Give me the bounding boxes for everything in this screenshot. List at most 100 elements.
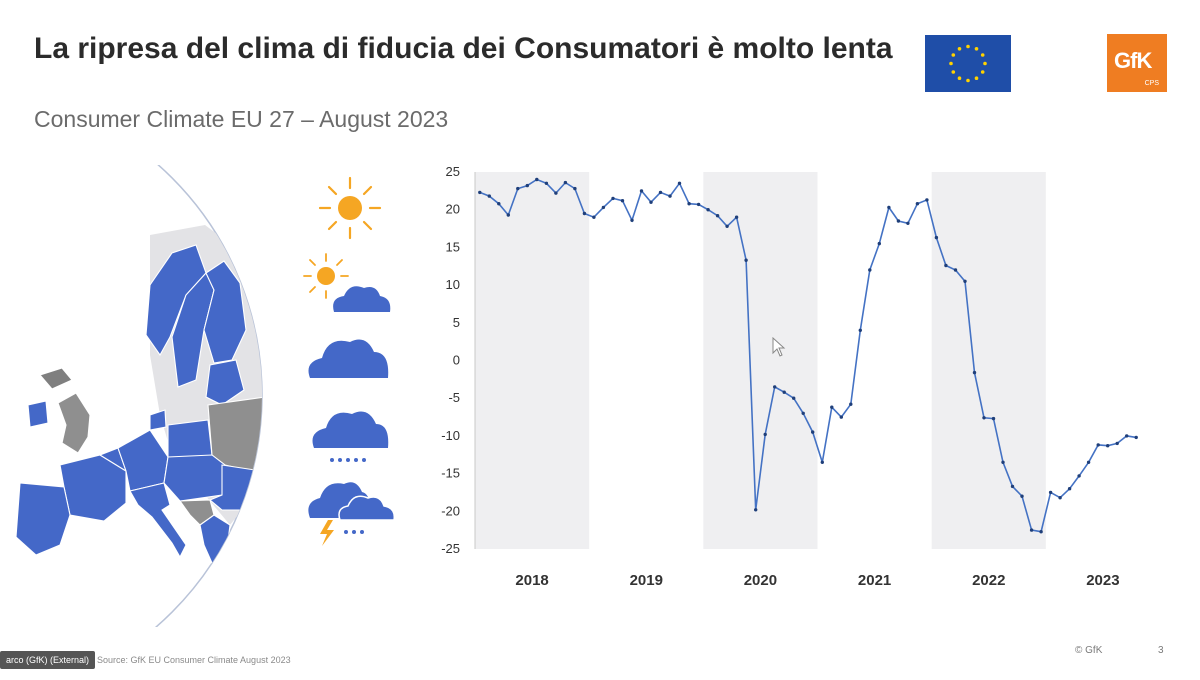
eu-flag-star xyxy=(957,47,962,51)
data-point xyxy=(582,211,587,216)
data-point xyxy=(763,432,767,437)
map-baltics xyxy=(205,359,245,406)
data-point xyxy=(516,186,520,191)
eu-flag-star xyxy=(974,76,979,80)
y-tick-label: -20 xyxy=(441,503,460,518)
data-point xyxy=(877,241,881,246)
data-point xyxy=(934,235,939,240)
europe-map-icon xyxy=(0,165,263,627)
mouse-cursor-icon xyxy=(772,337,786,357)
data-point xyxy=(811,430,815,434)
data-point xyxy=(944,263,948,268)
data-point xyxy=(782,390,786,394)
eu-flag-star xyxy=(980,70,985,74)
data-point xyxy=(849,402,853,406)
gfk-logo-subtext: CPS xyxy=(1144,80,1159,87)
data-point xyxy=(649,200,653,204)
data-point xyxy=(478,190,482,195)
data-point xyxy=(963,279,967,283)
data-point xyxy=(592,215,596,219)
data-point xyxy=(668,194,672,198)
map-iberia xyxy=(15,482,71,556)
eu-flag-star xyxy=(966,44,970,49)
map-denmark xyxy=(149,409,167,431)
map-uk xyxy=(57,392,91,454)
gfk-logo-text: GfK xyxy=(1114,48,1152,73)
data-point xyxy=(706,208,710,212)
data-point xyxy=(1058,496,1062,500)
footer-source: Source: GfK EU Consumer Climate August 2… xyxy=(97,655,291,665)
data-point xyxy=(991,416,996,421)
data-point xyxy=(868,268,872,272)
eu-flag-star xyxy=(974,47,979,51)
data-point xyxy=(915,202,920,206)
year-label: 2022 xyxy=(972,572,1005,589)
data-point xyxy=(487,194,491,198)
data-point xyxy=(544,181,549,185)
weather-icons xyxy=(303,176,396,546)
data-point xyxy=(1125,434,1129,438)
y-tick-label: 5 xyxy=(453,315,460,330)
y-tick-label: -25 xyxy=(441,541,460,556)
data-point xyxy=(611,196,615,201)
data-point xyxy=(1134,435,1138,440)
map-central-east xyxy=(163,454,226,502)
y-tick-label: -15 xyxy=(441,466,460,481)
data-point xyxy=(696,202,701,207)
eu-flag-star xyxy=(980,53,985,57)
page-number: 3 xyxy=(1158,645,1164,656)
data-point xyxy=(734,215,739,219)
data-point xyxy=(1001,460,1005,464)
eu-flag-star xyxy=(949,61,953,66)
map-italy xyxy=(129,482,187,559)
year-label: 2020 xyxy=(744,572,777,589)
data-point xyxy=(630,218,634,222)
data-point xyxy=(858,328,862,332)
data-point xyxy=(497,202,501,206)
chart-y-ticks: 25 20 15 10 5 0 -5 -10 -15 -20 -25 xyxy=(441,164,460,556)
eu-flag-star xyxy=(951,53,956,57)
data-point xyxy=(639,189,644,193)
data-point xyxy=(1086,460,1091,464)
eu-flag-star xyxy=(966,78,970,83)
chart-shaded-years xyxy=(475,172,1046,549)
footer-copyright: © GfK xyxy=(1075,645,1103,656)
y-tick-label: 10 xyxy=(446,277,460,292)
y-tick-label: -10 xyxy=(441,428,460,443)
shaded-year-band xyxy=(703,172,818,549)
data-point xyxy=(601,205,606,210)
gfk-logo: GfK CPS xyxy=(1107,34,1167,92)
data-point xyxy=(925,198,929,202)
y-tick-label: 15 xyxy=(446,239,460,254)
eu-flag-icon xyxy=(925,35,1011,92)
year-label: 2019 xyxy=(630,572,663,589)
data-point xyxy=(839,415,843,419)
data-point xyxy=(801,411,805,415)
data-point xyxy=(1039,530,1043,534)
y-tick-label: 20 xyxy=(446,202,460,217)
rain-cloud-icon xyxy=(312,411,389,462)
presenter-label: arco (GfK) (External) xyxy=(0,651,96,669)
chart-year-labels: 2018 2019 2020 2021 2022 2023 xyxy=(515,572,1119,589)
data-point xyxy=(896,219,901,223)
data-point xyxy=(820,460,824,464)
data-point xyxy=(1106,444,1110,448)
sun-cloud-icon xyxy=(303,253,391,312)
sun-icon xyxy=(318,176,382,240)
data-point xyxy=(754,508,758,512)
data-point xyxy=(506,213,510,217)
consumer-climate-chart: 25 20 15 10 5 0 -5 -10 -15 -20 -25 2018 2019 2020 202… xyxy=(441,164,1138,589)
data-point xyxy=(620,199,625,203)
data-point xyxy=(687,202,691,206)
year-label: 2018 xyxy=(515,572,548,589)
data-point xyxy=(887,205,891,210)
y-tick-label: -5 xyxy=(448,390,460,405)
eu-flag-star xyxy=(957,76,962,80)
y-tick-label: 0 xyxy=(453,353,460,368)
data-point xyxy=(1010,484,1015,489)
series-line xyxy=(479,178,1137,533)
data-point xyxy=(744,258,748,262)
map-finland xyxy=(203,260,247,364)
data-point xyxy=(953,268,958,272)
data-point xyxy=(792,396,796,400)
